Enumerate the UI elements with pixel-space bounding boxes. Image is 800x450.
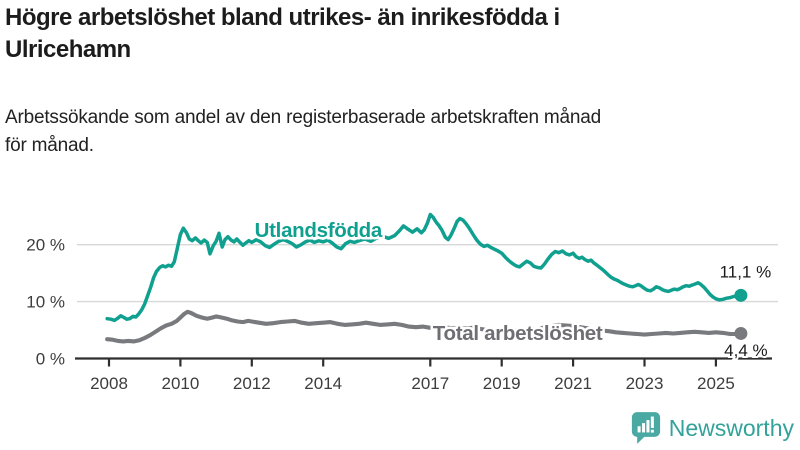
x-tick-label-2008: 2008 <box>90 374 128 393</box>
x-tick-label-2021: 2021 <box>554 374 592 393</box>
exclamation-icon <box>650 429 654 433</box>
x-tick-label-2023: 2023 <box>626 374 664 393</box>
x-tick-label-2010: 2010 <box>161 374 199 393</box>
subtitle-line-1: Arbetssökande som andel av den registerb… <box>5 107 602 128</box>
title-line-2: Ulricehamn <box>5 36 131 63</box>
exclamation-icon <box>650 416 654 428</box>
unemployment-line-chart: 2008 2010 2012 2014 2017 2019 2021 2023 2025 20 %… <box>26 212 778 393</box>
page-title: Högre arbetslöshet bland utrikes- än inr… <box>5 2 785 66</box>
title-line-1: Högre arbetslöshet bland utrikes- än inr… <box>5 4 560 31</box>
series-end-dot-utlandsfodda <box>734 288 748 302</box>
end-value-label-utlandsfodda: 11,1 % <box>720 263 772 282</box>
y-tick-label-20: 20 % <box>26 236 65 255</box>
x-tick-label-2012: 2012 <box>233 374 271 393</box>
x-tick-label-2017: 2017 <box>411 374 449 393</box>
series-label-total: Total arbetslöshet <box>433 322 603 345</box>
speech-bubble-shape <box>631 412 660 444</box>
x-tick-label-2014: 2014 <box>304 374 342 393</box>
bar-chart-icon <box>637 426 641 433</box>
x-tick-label-2025: 2025 <box>697 374 735 393</box>
brand-footer: Newsworthy <box>631 411 794 445</box>
newsworthy-logo-icon <box>631 412 660 444</box>
bar-chart-icon <box>641 423 645 433</box>
series-line-total <box>105 309 743 344</box>
y-tick-label-0: 0 % <box>36 350 65 369</box>
series-line-utlandsfodda <box>105 212 743 323</box>
series-label-utlandsfodda: Utlandsfödda <box>255 219 383 242</box>
end-value-label-total: 4,4 % <box>724 341 767 360</box>
brand-name: Newsworthy <box>668 414 794 441</box>
bar-chart-icon <box>646 420 650 433</box>
subtitle-line-2: för månad. <box>5 135 94 156</box>
series-end-dot-total <box>734 326 748 340</box>
y-tick-label-10: 10 % <box>26 293 65 312</box>
chart-subtitle: Arbetssökande som andel av den registerb… <box>5 104 793 160</box>
x-tick-label-2019: 2019 <box>483 374 521 393</box>
